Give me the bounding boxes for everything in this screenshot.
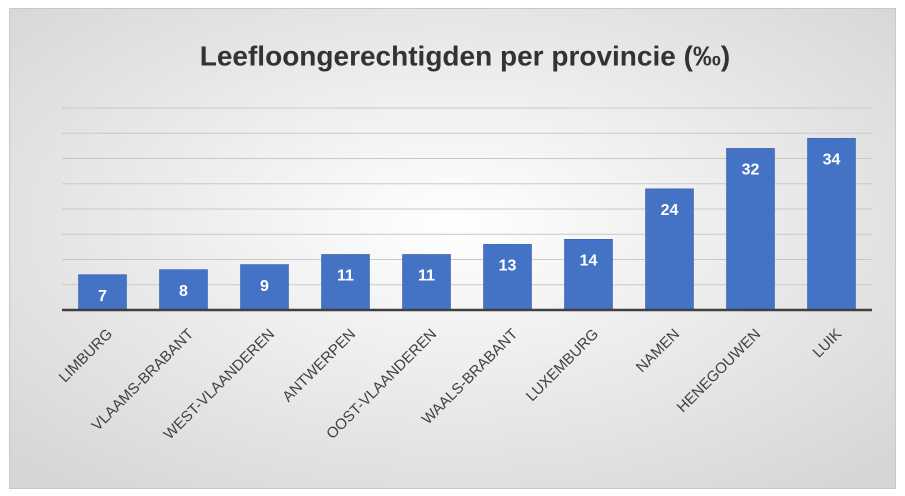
data-label: 34 xyxy=(823,152,841,169)
bar xyxy=(564,239,613,311)
data-label: 11 xyxy=(418,268,435,285)
bar xyxy=(159,269,208,311)
bar xyxy=(483,244,532,311)
data-label: 24 xyxy=(661,202,679,219)
bar xyxy=(321,254,370,311)
data-label: 11 xyxy=(337,268,354,285)
data-label: 32 xyxy=(742,162,760,179)
data-label: 14 xyxy=(580,253,598,270)
bar xyxy=(726,148,775,311)
data-label: 7 xyxy=(98,288,107,305)
chart-title: Leefloongerechtigden per provincie (‰) xyxy=(200,40,731,71)
data-label: 13 xyxy=(499,258,517,275)
data-label: 9 xyxy=(260,278,269,295)
bar xyxy=(807,138,856,311)
bar xyxy=(240,264,289,311)
data-label: 8 xyxy=(179,283,188,300)
